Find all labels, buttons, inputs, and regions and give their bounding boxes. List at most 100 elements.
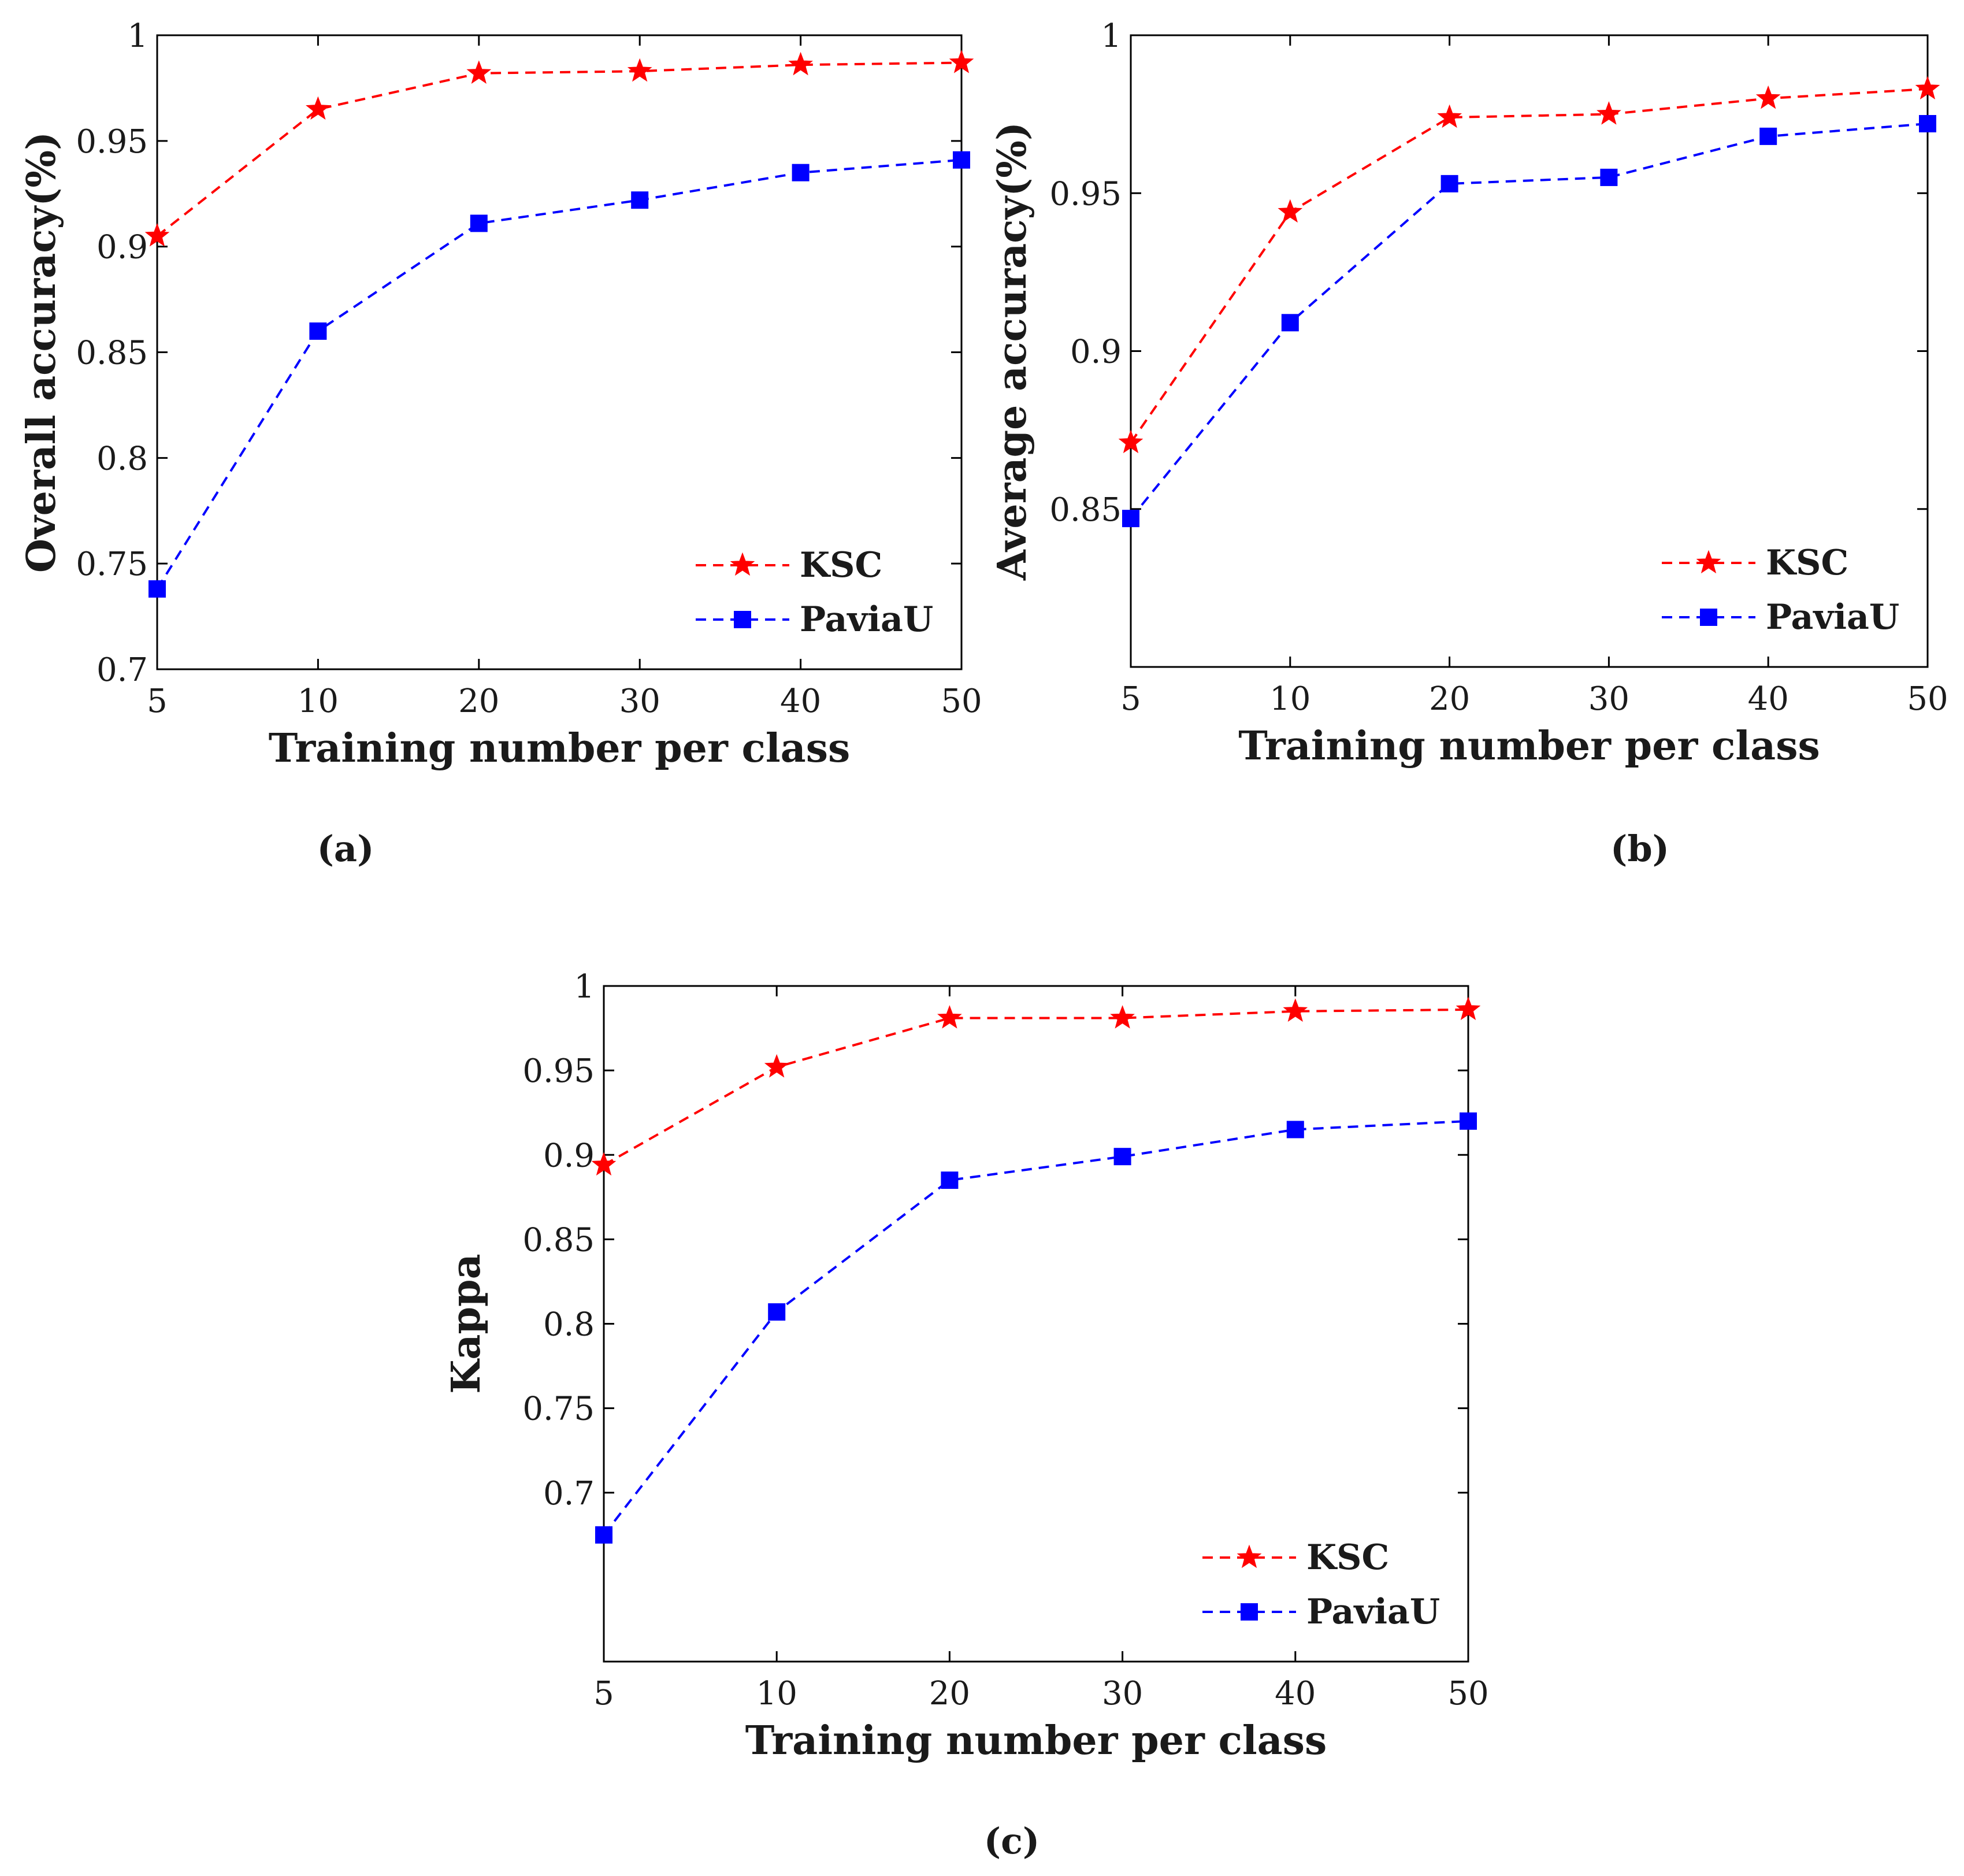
- legend-marker-ksc: [730, 552, 755, 576]
- y-axis-label: Kappa: [443, 1254, 489, 1393]
- data-point-paviau: [1919, 115, 1936, 133]
- data-point-paviau: [148, 580, 166, 598]
- data-point-paviau: [309, 322, 327, 340]
- legend-label-paviau: PaviaU: [800, 599, 933, 640]
- data-point-ksc: [144, 223, 170, 247]
- x-tick-label: 5: [147, 683, 168, 720]
- series-line-ksc: [1130, 87, 1928, 444]
- series-line-paviau: [603, 1119, 1469, 1536]
- panel-label: (c): [984, 1820, 1039, 1862]
- data-point-ksc: [1283, 998, 1308, 1022]
- series-line-paviau: [156, 158, 962, 590]
- legend-label-paviau: PaviaU: [1766, 597, 1899, 637]
- data-point-ksc: [466, 60, 492, 84]
- x-axis-label: Training number per class: [269, 725, 851, 772]
- x-tick-label: 40: [1748, 680, 1789, 718]
- panel-label: (b): [1610, 828, 1669, 870]
- y-tick-label: 0.85: [1049, 491, 1122, 529]
- x-tick-label: 10: [1269, 680, 1310, 718]
- x-tick-label: 5: [593, 1675, 614, 1712]
- series-line-ksc: [603, 1008, 1469, 1166]
- data-point-ksc: [1456, 996, 1481, 1021]
- x-tick-label: 50: [1447, 1675, 1488, 1712]
- data-point-paviau: [595, 1526, 612, 1544]
- x-tick-label: 10: [298, 683, 339, 720]
- data-point-ksc: [1755, 85, 1781, 109]
- y-tick-label: 0.75: [522, 1391, 595, 1428]
- x-tick-label: 50: [1907, 680, 1948, 718]
- x-tick-label: 50: [941, 683, 982, 720]
- y-tick-label: 0.95: [1049, 175, 1122, 213]
- data-point-paviau: [953, 151, 970, 169]
- data-point-ksc: [1118, 429, 1143, 454]
- series-line-ksc: [156, 61, 962, 237]
- y-tick-label: 0.8: [543, 1306, 595, 1344]
- legend-marker-paviau: [1241, 1603, 1258, 1621]
- y-tick-label: 0.95: [522, 1052, 595, 1090]
- legend-label-ksc: KSC: [1306, 1537, 1389, 1578]
- legend-marker-paviau: [734, 611, 751, 628]
- data-point-paviau: [1281, 314, 1299, 332]
- y-tick-label: 0.95: [76, 123, 148, 161]
- series-line-paviau: [1130, 123, 1928, 520]
- y-tick-label: 0.75: [76, 546, 148, 583]
- y-tick-label: 0.9: [96, 229, 148, 266]
- x-tick-label: 20: [1429, 680, 1470, 718]
- x-axis-label: Training number per class: [1238, 723, 1820, 769]
- legend-label-ksc: KSC: [800, 545, 882, 585]
- data-point-paviau: [1113, 1148, 1131, 1166]
- y-tick-label: 0.8: [96, 440, 148, 477]
- x-tick-label: 10: [756, 1675, 797, 1712]
- x-tick-label: 40: [780, 683, 821, 720]
- panel-label: (a): [317, 828, 374, 870]
- y-tick-label: 1: [1101, 17, 1122, 55]
- x-axis-label: Training number per class: [745, 1718, 1327, 1764]
- data-point-ksc: [1278, 199, 1303, 223]
- x-tick-label: 20: [458, 683, 499, 720]
- y-tick-label: 0.9: [543, 1137, 595, 1174]
- data-point-ksc: [949, 50, 974, 73]
- data-point-ksc: [1597, 101, 1621, 125]
- x-tick-label: 5: [1120, 680, 1141, 718]
- data-point-ksc: [306, 96, 331, 120]
- data-point-ksc: [591, 1152, 617, 1176]
- x-tick-label: 20: [929, 1675, 970, 1712]
- legend-label-paviau: PaviaU: [1306, 1592, 1440, 1632]
- data-point-paviau: [1759, 127, 1777, 145]
- y-tick-label: 1: [574, 968, 595, 1006]
- data-point-paviau: [1440, 175, 1458, 192]
- x-tick-label: 40: [1275, 1675, 1316, 1712]
- data-point-ksc: [764, 1054, 789, 1078]
- data-point-ksc: [1110, 1005, 1135, 1029]
- data-point-paviau: [768, 1303, 786, 1321]
- legend-label-ksc: KSC: [1766, 543, 1848, 583]
- y-tick-label: 0.7: [96, 651, 148, 689]
- data-point-ksc: [937, 1005, 962, 1029]
- x-tick-label: 30: [619, 683, 660, 720]
- data-point-paviau: [1600, 168, 1618, 186]
- chart-panel-c: 5 10 20 30 40 50 0.7 0.75 0.8 0.85 0.9 0.95 1 Trainin…: [443, 968, 1489, 1862]
- data-point-ksc: [627, 58, 652, 82]
- legend-marker-paviau: [1700, 609, 1717, 626]
- data-point-ksc: [1915, 76, 1940, 100]
- x-tick-label: 30: [1588, 680, 1629, 718]
- data-point-paviau: [1460, 1112, 1477, 1130]
- y-axis-label: Average accuracy(%): [989, 122, 1035, 581]
- data-point-paviau: [631, 191, 649, 209]
- y-tick-label: 0.9: [1070, 333, 1122, 371]
- y-tick-label: 0.7: [543, 1475, 595, 1512]
- data-point-ksc: [788, 51, 813, 76]
- data-point-paviau: [1286, 1121, 1304, 1139]
- data-point-paviau: [941, 1171, 959, 1189]
- y-axis-label: Overall accuracy(%): [18, 132, 65, 573]
- legend-marker-ksc: [1696, 550, 1721, 574]
- y-tick-label: 0.85: [76, 335, 148, 372]
- y-tick-label: 1: [127, 17, 148, 55]
- chart-panel-b: 5 10 20 30 40 50 0.85 0.9 0.95 1 Training number p…: [989, 17, 1948, 870]
- x-tick-label: 30: [1102, 1675, 1143, 1712]
- data-point-ksc: [1437, 104, 1462, 128]
- chart-panel-a: 5 10 20 30 40 50 0.7 0.75 0.8 0.85 0.9 0.95 1 Trainin…: [18, 17, 982, 870]
- data-point-paviau: [1122, 510, 1139, 528]
